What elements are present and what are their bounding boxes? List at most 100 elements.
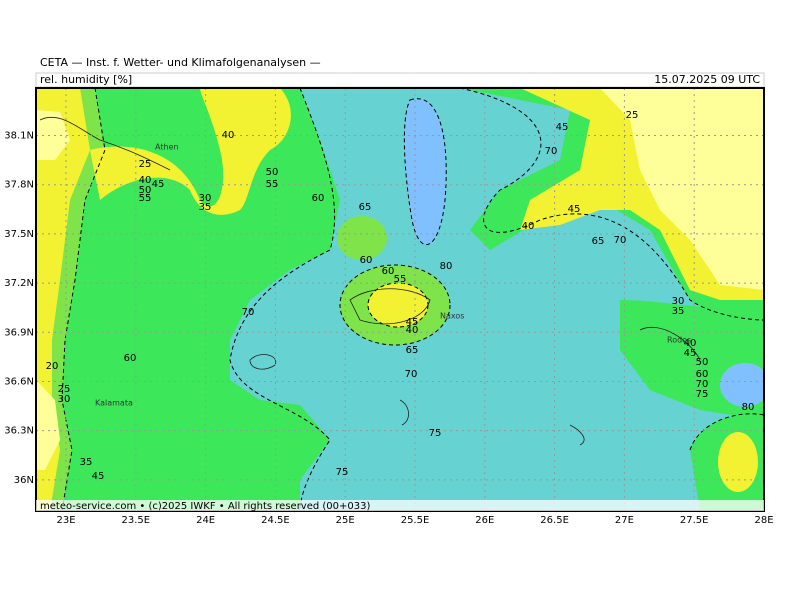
contour-label: 50: [266, 167, 279, 178]
contour-line: [689, 413, 764, 451]
contour-label: 35: [80, 457, 93, 468]
lon-tick-label: 27.5E: [680, 515, 709, 526]
contour-label: 40: [222, 130, 235, 141]
grid: [36, 88, 764, 511]
contour-label: 50: [139, 185, 152, 196]
contour-label: 70: [405, 369, 418, 380]
contour-label: 30: [199, 193, 212, 204]
contour-label: 30: [672, 296, 685, 307]
coastline: [399, 399, 409, 426]
lon-tick-label: 24.5E: [261, 515, 290, 526]
footer: meteo-service.com • (c)2025 IWKF • All r…: [40, 501, 370, 512]
contour-label: 45: [684, 348, 697, 359]
lat-tick-label: 37.2N: [4, 278, 34, 289]
coastline: [349, 288, 431, 325]
lon-tick-label: 27E: [615, 515, 634, 526]
contour-label: 45: [556, 122, 569, 133]
contours: [61, 88, 764, 511]
contour-line: [229, 88, 336, 511]
lat-tick-label: 36.3N: [4, 426, 34, 437]
contour-label: 70: [545, 146, 558, 157]
coastline: [639, 327, 701, 361]
lon-tick-label: 26E: [475, 515, 494, 526]
axes: 38.1N 37.8N 37.5N 37.2N 36.9N 36.6N 36.3N 36N 23…: [4, 131, 773, 526]
contour-label: 55: [266, 179, 279, 190]
coastlines: [39, 116, 701, 446]
valid-time: 15.07.2025 09 UTC: [654, 73, 760, 86]
header-title: CETA — Inst. f. Wetter- und Klimafolgena…: [40, 56, 321, 69]
field-lightyellow: [36, 110, 70, 160]
place-name: Rodos: [667, 336, 691, 345]
contour-label: 45: [406, 317, 419, 328]
contour-label: 75: [696, 389, 709, 400]
lon-tick-label: 23.5E: [122, 515, 151, 526]
contour-label: 65: [359, 202, 372, 213]
lat-tick-label: 36.9N: [4, 327, 34, 338]
lat-tick-label: 37.8N: [4, 180, 34, 191]
contour-label: 70: [614, 235, 627, 246]
contour-label: 70: [696, 379, 709, 390]
lon-tick-label: 24E: [196, 515, 215, 526]
contour-label: 40: [522, 221, 535, 232]
contour-label: 30: [58, 394, 71, 405]
contour-line: [403, 98, 447, 245]
coastline: [39, 116, 171, 171]
lat-tick-label: 36.6N: [4, 376, 34, 387]
contour-label: 70: [242, 307, 255, 318]
contour-label: 45: [152, 179, 165, 190]
field-green: [337, 216, 387, 260]
contour-label: 75: [336, 467, 349, 478]
field-blue: [720, 363, 764, 407]
contour-labels: 4025405055455055303560656060557045406570…: [46, 110, 755, 482]
field-lightyellow: [600, 88, 764, 290]
place-name: Athen: [155, 143, 179, 152]
contour-label: 60: [312, 193, 325, 204]
contour-label: 40: [684, 338, 697, 349]
map-area: 4025405055455055303560656060557045406570…: [36, 88, 764, 511]
contour-label: 60: [124, 353, 137, 364]
contour-label: 65: [592, 236, 605, 247]
lon-tick-label: 28E: [754, 515, 773, 526]
contour-label: 25: [626, 110, 639, 121]
lon-tick-label: 25E: [336, 515, 355, 526]
contour-label: 20: [46, 361, 59, 372]
contour-label: 35: [672, 306, 685, 317]
contour-label: 75: [429, 428, 442, 439]
lat-tick-label: 38.1N: [4, 131, 34, 142]
place-name: Kalamata: [95, 399, 133, 408]
footer-bg: [36, 500, 764, 511]
contour-label: 45: [568, 204, 581, 215]
field-name: rel. humidity [%]: [40, 73, 132, 86]
contour-label: 55: [139, 193, 152, 204]
field-green: [36, 88, 340, 511]
contour-label: 60: [360, 255, 373, 266]
contour-label: 50: [696, 357, 709, 368]
contour-label: 80: [742, 402, 755, 413]
lon-tick-label: 25.5E: [401, 515, 430, 526]
contour-label: 35: [199, 202, 212, 213]
contour-label: 80: [440, 261, 453, 272]
contour-label: 45: [92, 471, 105, 482]
contour-label: 60: [696, 369, 709, 380]
contour-label: 60: [382, 266, 395, 277]
place-name: Naxos: [440, 312, 464, 321]
contour-line: [339, 264, 451, 346]
field-lightyellow: [36, 380, 60, 470]
coastline: [569, 424, 585, 446]
contour-label: 40: [139, 175, 152, 186]
contour-label: 40: [406, 325, 419, 336]
contour-label: 25: [58, 384, 71, 395]
field-yellow: [718, 432, 758, 492]
lon-tick-label: 26.5E: [540, 515, 569, 526]
lon-tick-label: 23E: [56, 515, 75, 526]
contour-label: 65: [406, 345, 419, 356]
lat-tick-label: 37.5N: [4, 229, 34, 240]
contour-line: [61, 88, 106, 511]
field-yellow: [368, 283, 428, 327]
lat-tick-label: 36N: [14, 475, 34, 486]
field-yellow: [90, 88, 291, 215]
contour-line: [459, 88, 764, 321]
contour-label: 55: [394, 274, 407, 285]
